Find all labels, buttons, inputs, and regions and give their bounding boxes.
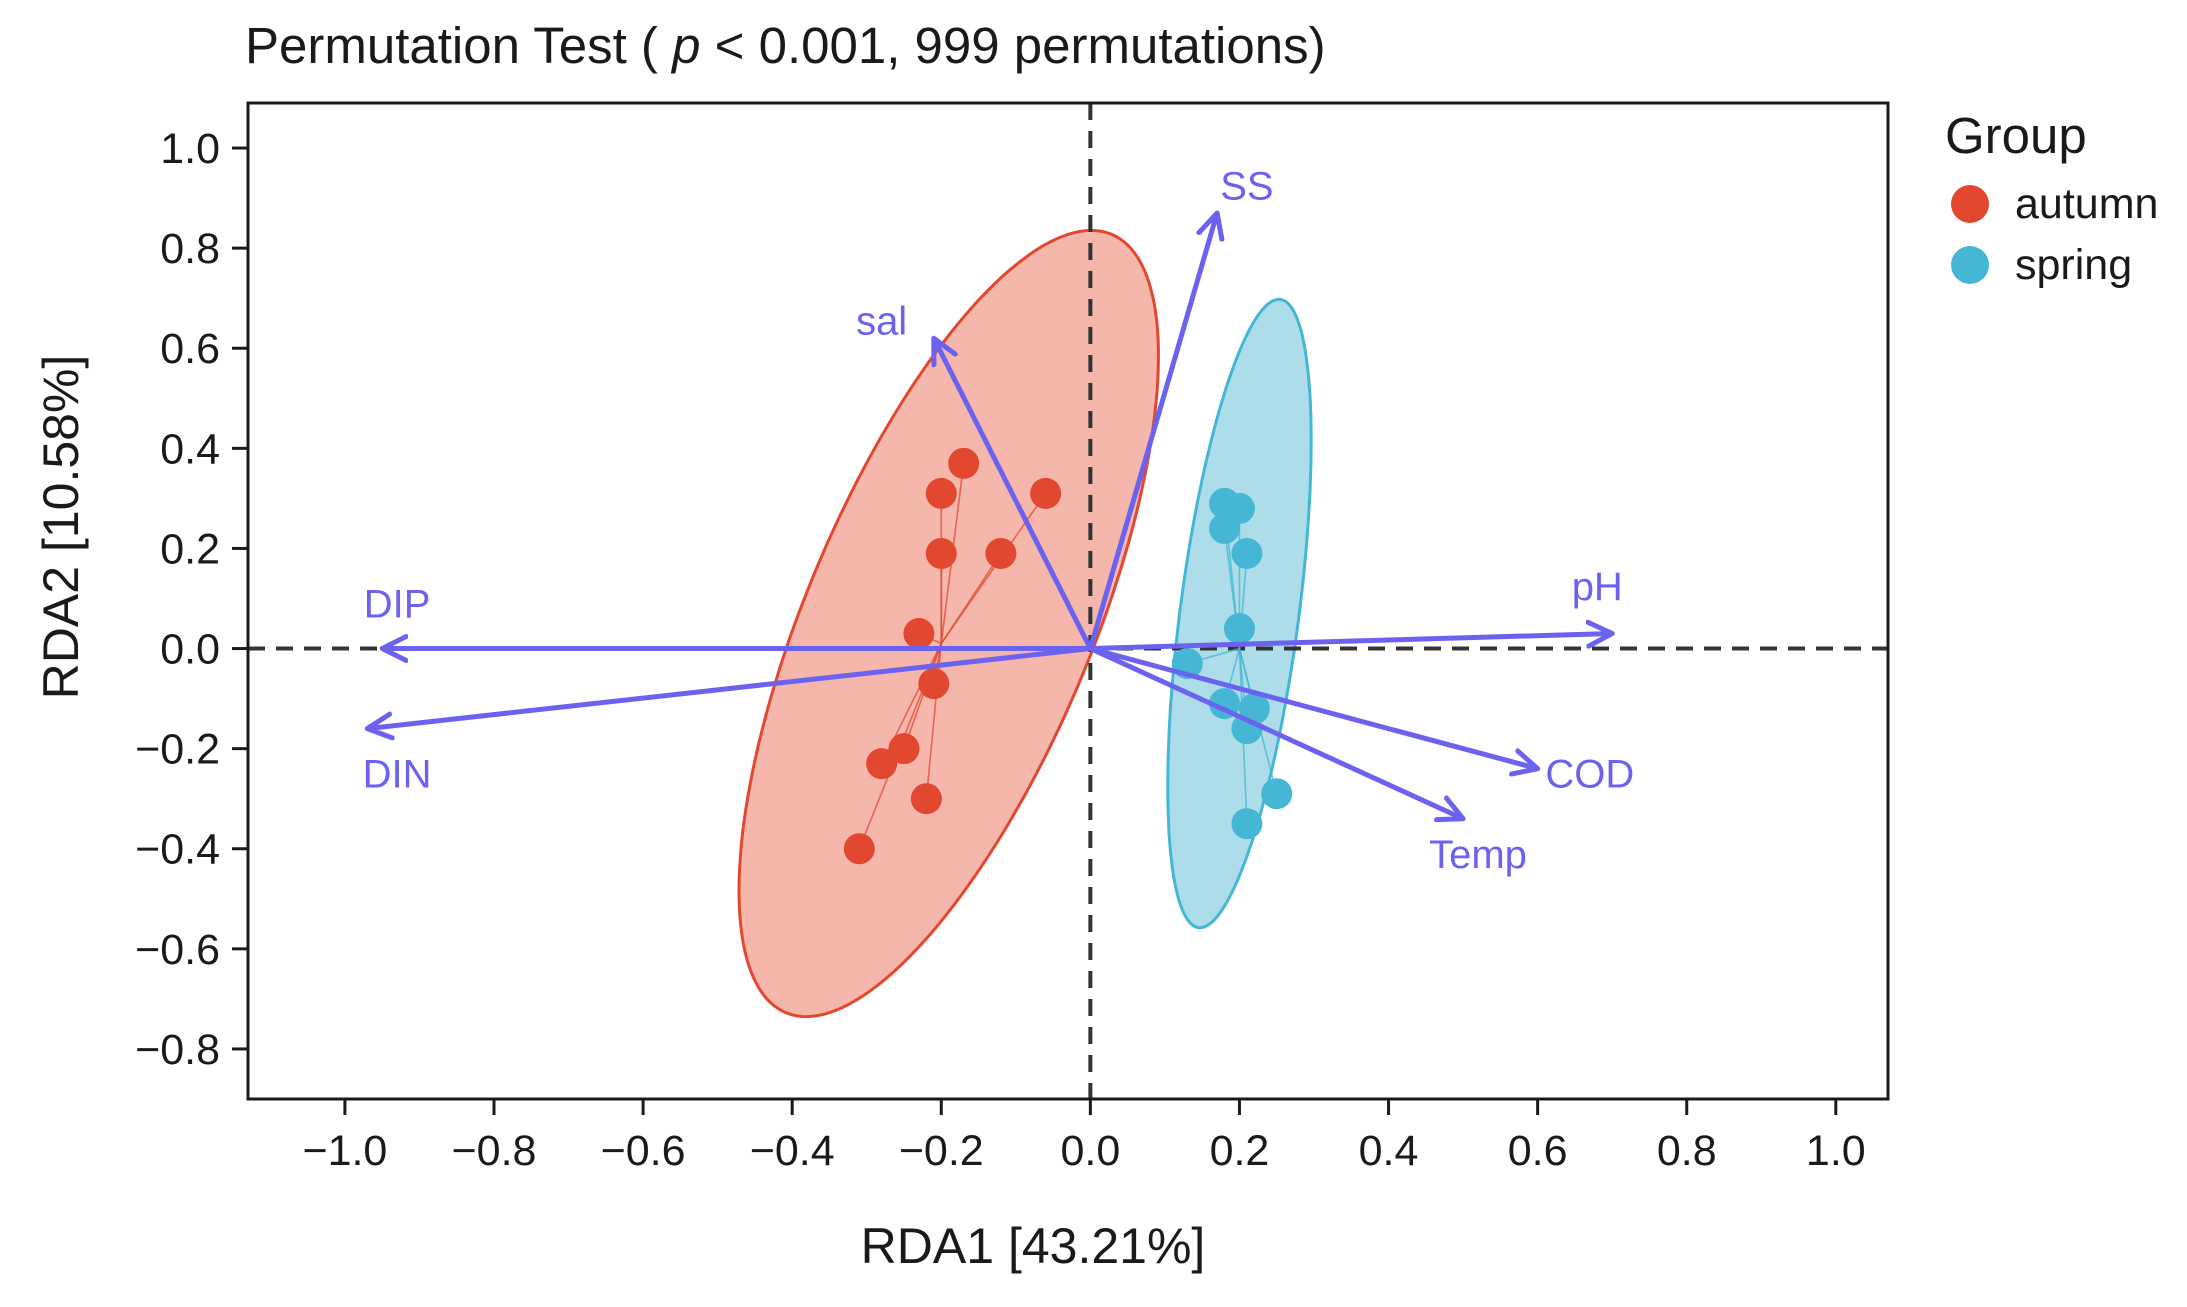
x-tick-label: −0.8 bbox=[452, 1127, 537, 1175]
point-spring-9 bbox=[1261, 778, 1293, 810]
point-autumn-4 bbox=[985, 537, 1017, 569]
vector-label-din: DIN bbox=[363, 753, 432, 797]
point-autumn-5 bbox=[903, 618, 935, 650]
point-autumn-7 bbox=[888, 733, 920, 765]
point-spring-4 bbox=[1223, 613, 1255, 645]
y-tick-label: 0.8 bbox=[160, 225, 220, 273]
legend-title: Group bbox=[1945, 107, 2087, 164]
y-axis-ticks: −0.8 −0.6 −0.4 −0.2 0.0 0.2 0.4 0.6 0.8 1.0 bbox=[135, 125, 248, 1074]
chart-title-suffix: < 0.001, 999 permutations) bbox=[700, 17, 1325, 74]
point-spring-10 bbox=[1231, 808, 1263, 840]
x-tick-label: 0.8 bbox=[1657, 1127, 1717, 1175]
point-autumn-6 bbox=[918, 668, 950, 700]
vector-label-temp: Temp bbox=[1429, 833, 1527, 877]
legend-swatch-autumn bbox=[1951, 185, 1989, 223]
x-tick-label: −0.4 bbox=[750, 1127, 835, 1175]
vector-ph bbox=[1090, 634, 1612, 652]
legend-label-autumn: autumn bbox=[2015, 180, 2158, 228]
y-tick-label: −0.2 bbox=[135, 726, 220, 774]
vector-din bbox=[367, 646, 1091, 729]
vector-label-sal: sal bbox=[856, 300, 907, 344]
legend-label-spring: spring bbox=[2015, 241, 2132, 289]
x-axis-title: RDA1 [43.21%] bbox=[861, 1218, 1206, 1274]
point-spring-2 bbox=[1209, 512, 1241, 544]
plot-frame bbox=[246, 101, 1890, 1101]
vector-ss bbox=[1087, 213, 1217, 650]
y-tick-label: −0.8 bbox=[135, 1026, 220, 1074]
point-autumn-1 bbox=[925, 477, 957, 509]
environmental-vectors: SS sal pH DIP DIN COD Temp bbox=[363, 165, 1635, 877]
chart-title-prefix: Permutation Test ( bbox=[245, 17, 672, 74]
y-axis-title: RDA2 [10.58%] bbox=[33, 355, 89, 700]
y-tick-label: −0.6 bbox=[135, 926, 220, 974]
y-tick-label: 0.0 bbox=[160, 626, 220, 674]
vector-temp bbox=[1089, 646, 1463, 819]
x-tick-label: −0.6 bbox=[601, 1127, 686, 1175]
sample-points bbox=[843, 447, 1293, 865]
point-autumn-10 bbox=[843, 833, 875, 865]
x-tick-label: −1.0 bbox=[302, 1127, 387, 1175]
x-tick-label: 1.0 bbox=[1806, 1127, 1866, 1175]
vector-label-ss: SS bbox=[1220, 165, 1273, 209]
vector-sal bbox=[934, 338, 1093, 650]
point-autumn-2 bbox=[1030, 477, 1062, 509]
chart-title: Permutation Test ( p < 0.001, 999 permut… bbox=[245, 17, 1326, 74]
y-tick-label: −0.4 bbox=[135, 826, 220, 874]
y-tick-label: 1.0 bbox=[160, 125, 220, 173]
vector-label-ph: pH bbox=[1572, 565, 1623, 609]
vector-label-dip: DIP bbox=[364, 583, 431, 627]
legend-swatch-spring bbox=[1951, 246, 1989, 284]
y-tick-label: 0.4 bbox=[160, 425, 220, 473]
x-tick-label: −0.2 bbox=[899, 1127, 984, 1175]
point-spring-3 bbox=[1231, 537, 1263, 569]
chart-title-italic: p bbox=[670, 17, 700, 74]
legend: Group autumn spring bbox=[1945, 107, 2158, 289]
vector-cod bbox=[1089, 646, 1537, 769]
point-autumn-8 bbox=[866, 748, 898, 780]
x-axis-ticks: −1.0 −0.8 −0.6 −0.4 −0.2 0.0 0.2 0.4 0.6 0.8 1.0 bbox=[302, 1099, 1866, 1175]
point-autumn-0 bbox=[948, 447, 980, 479]
x-tick-label: 0.0 bbox=[1060, 1127, 1120, 1175]
y-tick-label: 0.6 bbox=[160, 325, 220, 373]
x-tick-label: 0.2 bbox=[1210, 1127, 1270, 1175]
point-autumn-3 bbox=[925, 537, 957, 569]
vector-label-cod: COD bbox=[1545, 753, 1634, 797]
x-tick-label: 0.6 bbox=[1508, 1127, 1568, 1175]
y-tick-label: 0.2 bbox=[160, 525, 220, 573]
point-autumn-9 bbox=[910, 783, 942, 815]
connector-autumn-4 bbox=[940, 553, 1002, 644]
x-tick-label: 0.4 bbox=[1359, 1127, 1419, 1175]
